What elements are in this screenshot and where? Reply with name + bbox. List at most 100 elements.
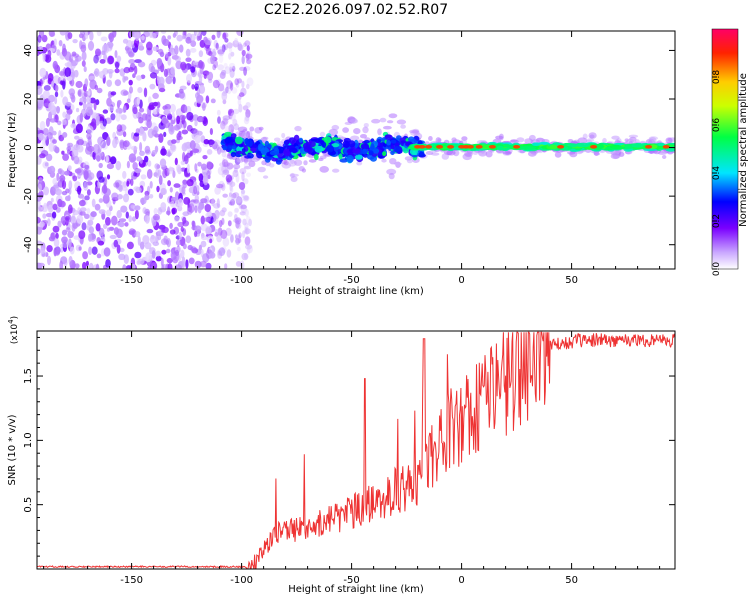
noise-blob <box>121 185 128 191</box>
noise-blob <box>58 40 63 47</box>
noise-blob <box>167 56 172 66</box>
transition-blob <box>222 145 228 151</box>
noise-blob <box>61 236 68 244</box>
noise-blob <box>96 253 102 259</box>
noise-blob <box>242 218 247 226</box>
noise-blob <box>55 188 62 196</box>
noise-blob <box>177 166 182 175</box>
svg-text:(x104): (x104) <box>7 316 20 344</box>
noise-blob <box>149 194 154 199</box>
noise-blob <box>212 79 220 89</box>
noise-blob <box>71 148 79 158</box>
transition-blob <box>325 144 334 153</box>
noise-blob <box>136 75 142 81</box>
noise-blob <box>70 104 75 111</box>
noise-blob <box>65 112 71 121</box>
noise-blob <box>154 163 160 170</box>
transition-blob <box>275 159 282 165</box>
noise-blob <box>228 192 233 198</box>
transition-blob <box>352 148 361 154</box>
noise-blob <box>146 169 153 179</box>
noise-blob <box>56 172 60 182</box>
noise-blob <box>171 196 177 202</box>
transition-blob <box>224 131 233 138</box>
tone-blob <box>658 143 666 147</box>
noise-blob <box>128 67 135 73</box>
transition-blob <box>283 139 290 145</box>
noise-blob <box>134 168 142 174</box>
transition-blob <box>321 141 327 148</box>
halo-blob <box>396 119 407 125</box>
noise-blob <box>64 62 71 67</box>
x-tick-label: -100 <box>230 575 253 586</box>
noise-blob <box>37 34 42 43</box>
noise-blob <box>48 165 56 174</box>
noise-blob <box>217 249 222 256</box>
noise-blob <box>241 80 245 89</box>
noise-blob <box>147 96 152 104</box>
noise-blob <box>122 38 129 44</box>
noise-blob <box>37 247 41 255</box>
noise-blob <box>128 228 136 236</box>
noise-blob <box>201 31 207 36</box>
halo-blob <box>353 128 361 135</box>
noise-blob <box>239 168 247 175</box>
noise-blob <box>118 218 127 223</box>
halo-blob <box>377 128 382 136</box>
noise-blob <box>39 67 47 78</box>
y-tick-label: 20 <box>23 93 34 106</box>
noise-blob <box>224 66 231 74</box>
noise-blob <box>78 230 86 240</box>
noise-blob <box>80 44 87 53</box>
noise-blob <box>37 205 43 213</box>
noise-blob <box>156 58 163 67</box>
noise-blob <box>241 55 245 65</box>
noise-blob <box>77 144 84 153</box>
noise-blob <box>171 112 175 121</box>
transition-blob <box>386 140 391 146</box>
noise-blob <box>64 170 70 176</box>
halo-blob <box>248 160 256 168</box>
noise-blob <box>139 142 143 152</box>
noise-blob <box>213 144 220 151</box>
noise-blob <box>221 207 227 213</box>
noise-blob <box>37 226 41 231</box>
noise-blob <box>206 161 213 168</box>
noise-blob <box>52 178 58 185</box>
noise-blob <box>148 104 155 111</box>
noise-blob <box>67 231 74 239</box>
noise-blob <box>216 183 224 189</box>
noise-blob <box>134 251 142 259</box>
noise-blob <box>191 84 195 90</box>
noise-blob <box>191 148 200 153</box>
noise-blob <box>169 201 175 207</box>
noise-blob <box>221 183 226 192</box>
noise-blob <box>186 111 194 121</box>
noise-blob <box>77 139 84 146</box>
noise-blob <box>37 193 43 202</box>
transition-blob <box>390 150 395 156</box>
noise-blob <box>91 246 98 255</box>
noise-blob <box>74 135 80 140</box>
noise-blob <box>57 168 62 175</box>
transition-blob <box>227 144 233 151</box>
noise-blob <box>62 132 68 138</box>
noise-blob <box>137 258 145 265</box>
transition-blob <box>396 135 402 140</box>
snr-series-line <box>37 331 675 569</box>
halo-blob <box>371 118 381 124</box>
noise-blob <box>246 77 254 87</box>
noise-blob <box>177 198 183 208</box>
noise-blob <box>39 153 46 159</box>
tone-blob <box>524 146 537 150</box>
noise-blob <box>123 105 127 113</box>
noise-blob <box>196 115 204 123</box>
noise-blob <box>110 156 117 165</box>
hot-spot <box>436 145 444 149</box>
noise-blob <box>172 76 176 85</box>
noise-blob <box>65 227 71 233</box>
noise-blob <box>107 55 115 65</box>
transition-blob <box>342 140 351 148</box>
noise-blob <box>237 98 242 107</box>
noise-blob <box>84 195 90 201</box>
